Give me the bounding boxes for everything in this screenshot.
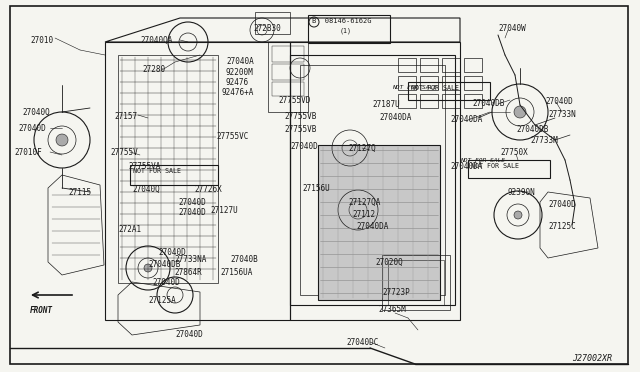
Text: 27156UA: 27156UA	[220, 268, 252, 277]
Bar	[442, 58, 460, 72]
Text: 27040D: 27040D	[545, 97, 573, 106]
Circle shape	[144, 264, 152, 272]
Text: FRONT: FRONT	[30, 306, 53, 315]
Text: 27726X: 27726X	[194, 185, 221, 194]
Text: 27156U: 27156U	[302, 184, 330, 193]
Circle shape	[514, 106, 526, 118]
Text: 27040D: 27040D	[548, 200, 576, 209]
Text: 27040D: 27040D	[175, 330, 203, 339]
Bar	[388, 260, 444, 305]
Bar	[420, 58, 438, 72]
Bar	[464, 58, 482, 72]
Bar	[442, 94, 460, 108]
Text: 27755VB: 27755VB	[284, 112, 316, 121]
Text: 27040DB: 27040DB	[148, 260, 180, 269]
Bar	[420, 76, 438, 90]
Bar	[464, 94, 482, 108]
Text: 27040DA: 27040DA	[450, 115, 483, 124]
Text: 272A1: 272A1	[118, 225, 141, 234]
Text: 27187U: 27187U	[372, 100, 400, 109]
Bar	[272, 82, 304, 96]
Text: J27002XR: J27002XR	[572, 354, 612, 363]
Bar	[272, 64, 304, 80]
Text: 27040D: 27040D	[178, 198, 205, 207]
Text: 27040QA: 27040QA	[140, 36, 172, 45]
Text: 27040D: 27040D	[158, 248, 186, 257]
Text: 92390N: 92390N	[508, 188, 536, 197]
Text: B  08146-6162G: B 08146-6162G	[312, 18, 371, 24]
Text: 27864R: 27864R	[174, 268, 202, 277]
Text: 27040D: 27040D	[18, 124, 45, 133]
Text: 27755V: 27755V	[110, 148, 138, 157]
Text: 27755VA: 27755VA	[128, 162, 161, 171]
Text: 27040Q: 27040Q	[22, 108, 50, 117]
Text: 27040D: 27040D	[152, 278, 180, 287]
Text: 92476: 92476	[226, 78, 249, 87]
Text: 27040DB: 27040DB	[472, 99, 504, 108]
Text: 272B30: 272B30	[253, 24, 281, 33]
Text: 27127Q: 27127Q	[348, 144, 376, 153]
Text: NOT FOR SALE: NOT FOR SALE	[411, 85, 459, 91]
Text: 27020Q: 27020Q	[375, 258, 403, 267]
Text: 27365M: 27365M	[378, 305, 406, 314]
Bar	[408, 82, 490, 100]
Text: 27040DC: 27040DC	[346, 338, 378, 347]
Text: NOT FOR SALE: NOT FOR SALE	[392, 85, 437, 90]
Text: 92476+A: 92476+A	[222, 88, 254, 97]
Circle shape	[514, 211, 522, 219]
Bar	[464, 76, 482, 90]
Bar	[255, 12, 290, 34]
Bar	[398, 76, 416, 90]
Text: 27157: 27157	[114, 112, 137, 121]
Bar	[468, 160, 550, 178]
Text: 27040B: 27040B	[230, 255, 258, 264]
Bar	[382, 255, 450, 310]
Text: 27723P: 27723P	[382, 288, 410, 297]
Text: 27040Q: 27040Q	[132, 185, 160, 194]
Bar	[268, 42, 308, 112]
Text: 27280: 27280	[142, 65, 165, 74]
Bar	[420, 94, 438, 108]
Text: 27040D: 27040D	[178, 208, 205, 217]
Text: 27755VD: 27755VD	[278, 96, 310, 105]
Text: 27125C: 27125C	[548, 222, 576, 231]
Text: 27112: 27112	[352, 210, 375, 219]
Polygon shape	[318, 145, 440, 300]
Text: 27040DA: 27040DA	[356, 222, 388, 231]
Text: 92200M: 92200M	[226, 68, 253, 77]
Text: 27115: 27115	[68, 188, 91, 197]
Text: 27040A: 27040A	[226, 57, 253, 66]
Text: 27040DA: 27040DA	[379, 113, 412, 122]
Text: 27127U: 27127U	[210, 206, 237, 215]
Text: 27733N: 27733N	[548, 110, 576, 119]
Bar	[308, 15, 390, 43]
Text: 27733NA: 27733NA	[174, 255, 206, 264]
Text: 27040DA: 27040DA	[450, 162, 483, 171]
Circle shape	[56, 134, 68, 146]
Text: 27750X: 27750X	[500, 148, 528, 157]
Text: 27733M: 27733M	[530, 136, 557, 145]
Text: NOT FOR SALE: NOT FOR SALE	[460, 158, 505, 163]
Text: 27040W: 27040W	[498, 24, 525, 33]
Text: 27040D: 27040D	[290, 142, 317, 151]
Bar	[272, 46, 304, 62]
Text: 27755VC: 27755VC	[216, 132, 248, 141]
Bar	[398, 58, 416, 72]
Text: (1): (1)	[340, 27, 352, 33]
Bar	[442, 76, 460, 90]
Text: 27127QA: 27127QA	[348, 198, 380, 207]
Text: 27755VB: 27755VB	[284, 125, 316, 134]
Bar	[130, 165, 218, 185]
Text: NOT FOR SALE: NOT FOR SALE	[471, 163, 519, 169]
Text: 27125A: 27125A	[148, 296, 176, 305]
Text: NOT FOR SALE: NOT FOR SALE	[133, 168, 181, 174]
Text: 27010F: 27010F	[14, 148, 42, 157]
Bar	[118, 55, 218, 283]
Text: 27040DB: 27040DB	[516, 125, 548, 134]
Bar	[398, 94, 416, 108]
Text: 27010: 27010	[30, 36, 53, 45]
